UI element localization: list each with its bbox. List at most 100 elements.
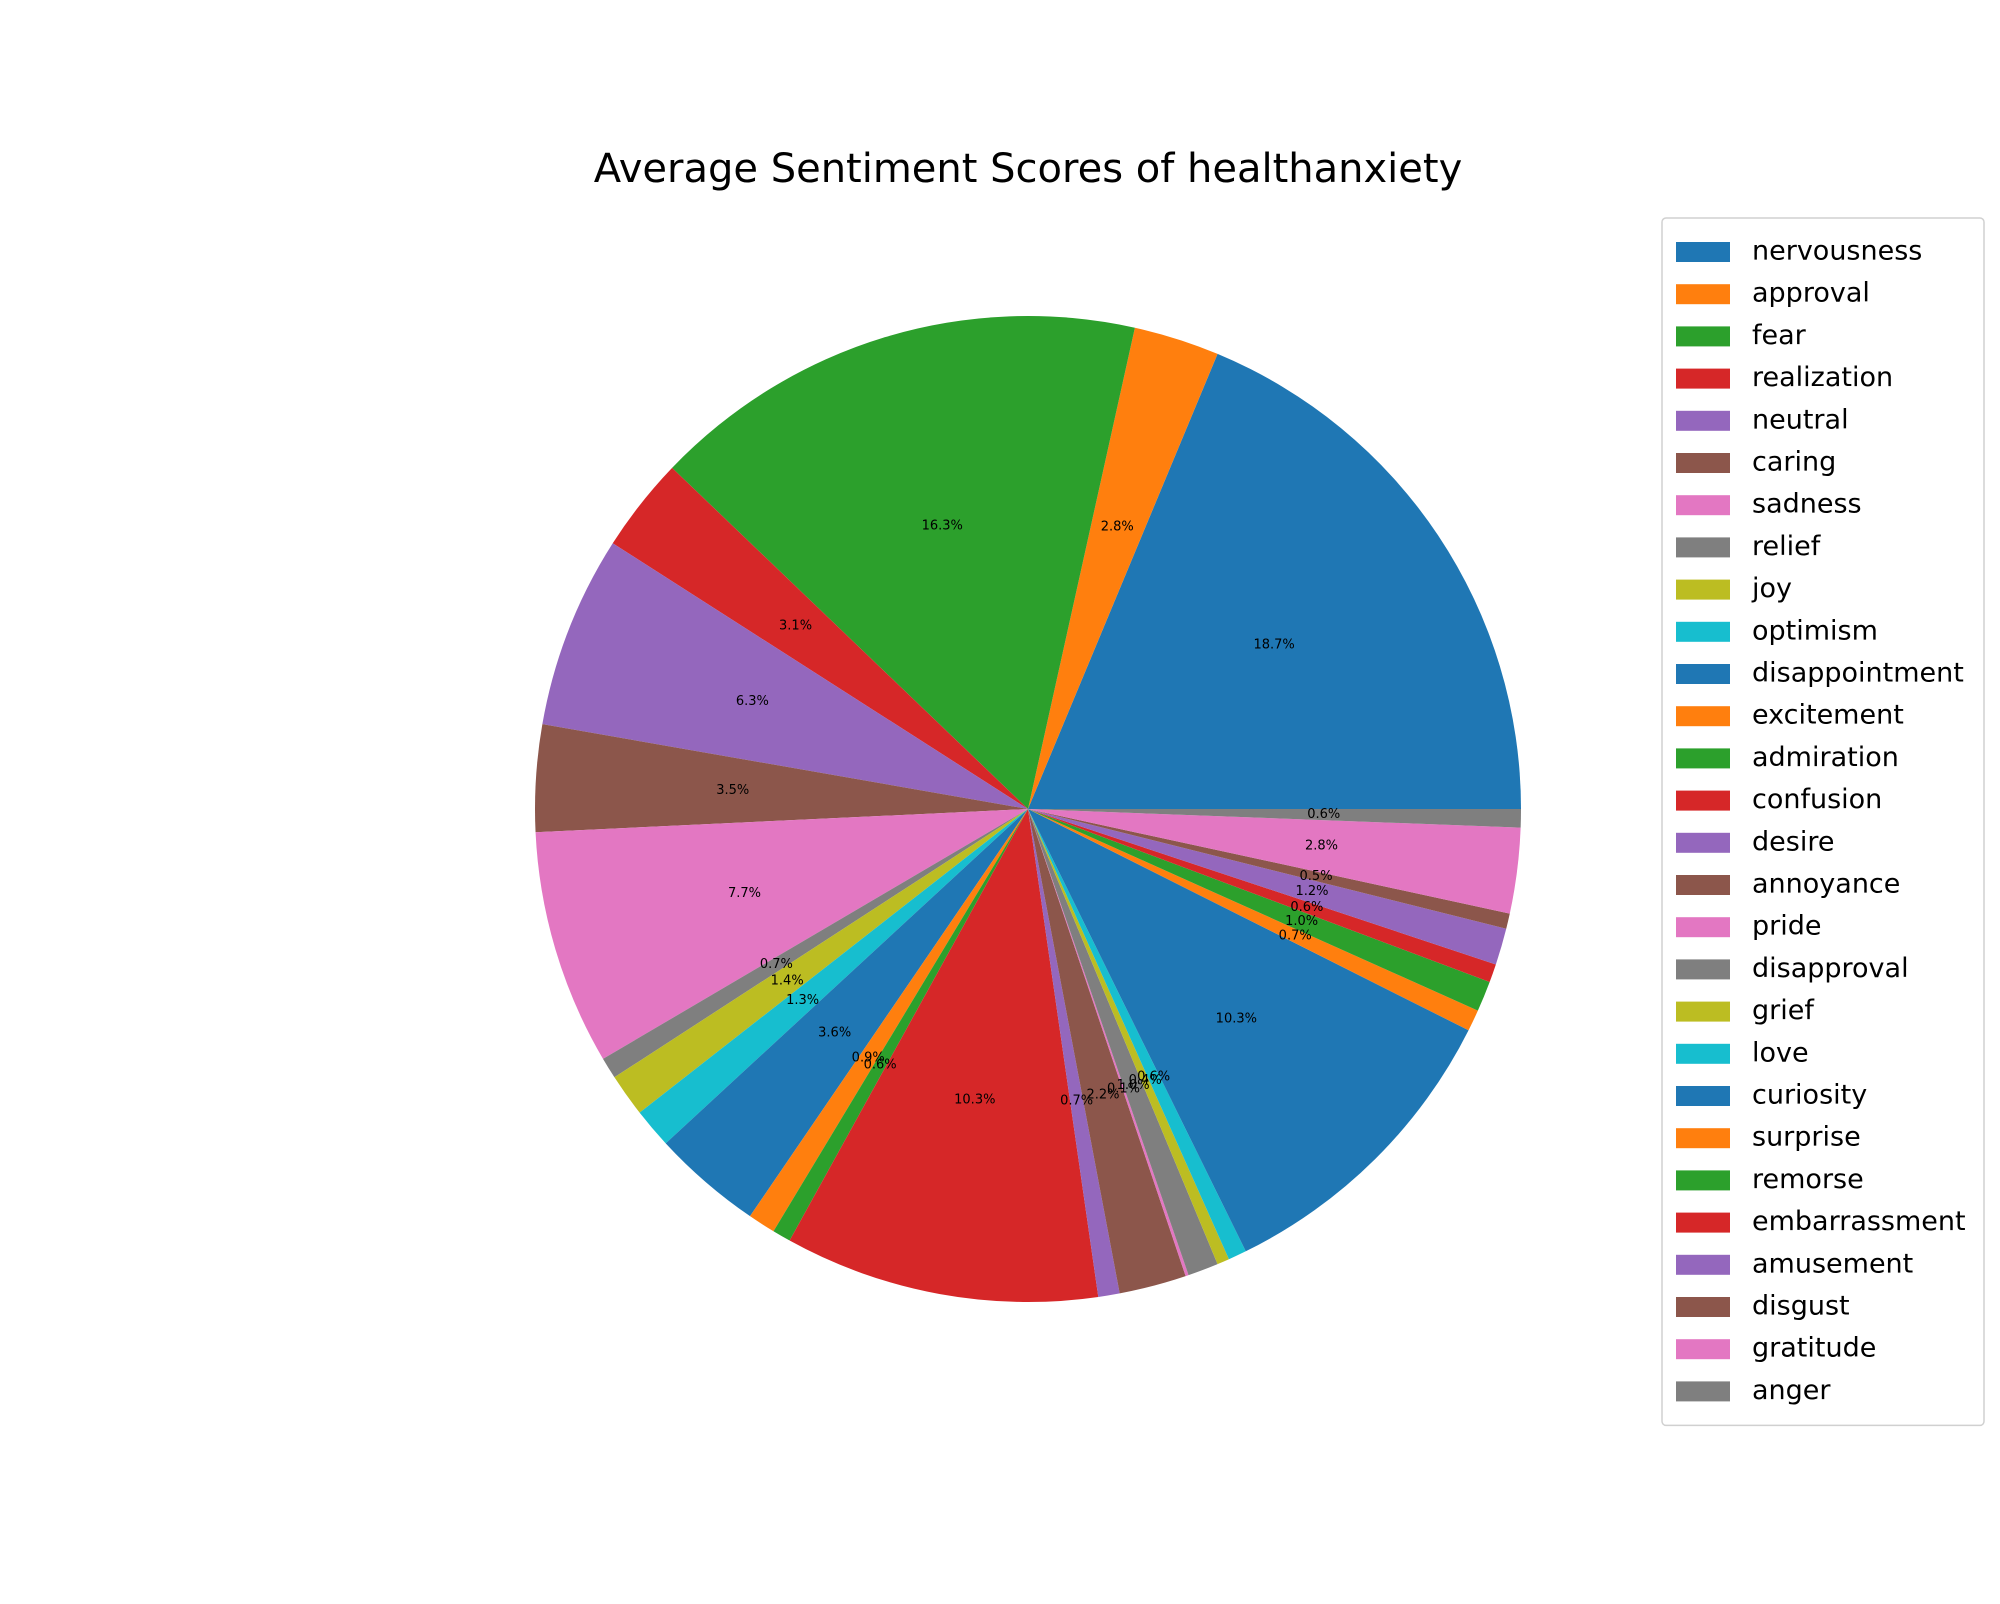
legend-swatch-grief: [1676, 1001, 1730, 1022]
pct-label-grief: 0.4%: [1129, 1073, 1162, 1088]
legend-label-caring: caring: [1752, 447, 1836, 478]
pie-slice-disapproval: [1028, 809, 1218, 1276]
pie-slice-amusement: [1028, 809, 1507, 965]
pct-label-relief: 0.7%: [760, 957, 793, 972]
legend-swatch-sadness: [1676, 495, 1730, 516]
pct-label-approval: 2.8%: [1101, 520, 1134, 535]
legend-swatch-nervousness: [1676, 242, 1730, 262]
legend-swatch-disapproval: [1676, 959, 1730, 980]
legend-swatch-caring: [1676, 453, 1730, 473]
pct-label-embarrassment: 0.6%: [1290, 900, 1323, 915]
legend-label-disappointment: disappointment: [1752, 658, 1964, 689]
pie-slice-disgust: [1028, 809, 1510, 929]
pie-slice-annoyance: [1028, 809, 1186, 1294]
pie-slice-disappointment: [665, 809, 1028, 1217]
pct-label-confusion: 10.3%: [954, 1092, 995, 1107]
legend-label-fear: fear: [1752, 320, 1807, 351]
pie-slices: [535, 316, 1521, 1302]
legend-swatch-remorse: [1676, 1170, 1730, 1191]
pie-slice-anger: [1028, 809, 1521, 828]
pie-slice-love: [1028, 809, 1246, 1260]
legend-swatch-surprise: [1676, 1128, 1730, 1149]
pie-slice-excitement: [750, 809, 1028, 1232]
legend-label-grief: grief: [1752, 995, 1815, 1026]
pct-label-sadness: 7.7%: [728, 886, 761, 901]
pct-label-surprise: 0.7%: [1279, 928, 1312, 943]
legend-label-joy: joy: [1751, 573, 1792, 604]
pct-label-fear: 16.3%: [922, 518, 963, 533]
legend-label-desire: desire: [1752, 826, 1834, 857]
legend-label-amusement: amusement: [1752, 1248, 1913, 1279]
pct-label-joy: 1.4%: [771, 973, 804, 988]
legend-swatch-confusion: [1676, 790, 1730, 811]
pie-slice-caring: [535, 724, 1028, 833]
pie-slice-surprise: [1028, 809, 1478, 1031]
pie-slice-fear: [672, 316, 1135, 809]
pie-slice-realization: [612, 467, 1028, 809]
legend-label-gratitude: gratitude: [1752, 1333, 1876, 1364]
legend-label-surprise: surprise: [1752, 1122, 1861, 1153]
pct-label-disgust: 0.5%: [1300, 869, 1333, 884]
chart-title: Average Sentiment Scores of healthanxiet…: [594, 146, 1463, 192]
pct-label-disapproval: 1.0%: [1117, 1078, 1150, 1093]
pct-label-caring: 3.5%: [716, 783, 749, 798]
legend-label-remorse: remorse: [1752, 1164, 1864, 1195]
legend-label-approval: approval: [1752, 278, 1870, 309]
legend-label-disgust: disgust: [1752, 1291, 1850, 1322]
legend-swatch-anger: [1676, 1381, 1730, 1402]
legend-label-pride: pride: [1752, 911, 1822, 942]
pct-label-admiration: 0.6%: [864, 1058, 897, 1073]
pie-slice-optimism: [639, 809, 1028, 1144]
pct-label-excitement: 0.9%: [852, 1050, 885, 1065]
pie-slice-confusion: [789, 809, 1099, 1302]
legend-swatch-gratitude: [1676, 1339, 1730, 1360]
legend-label-excitement: excitement: [1752, 700, 1904, 731]
pie-slice-nervousness: [1028, 353, 1521, 809]
pct-label-love: 0.6%: [1137, 1069, 1170, 1084]
legend-swatch-excitement: [1676, 706, 1730, 727]
legend-label-love: love: [1752, 1037, 1809, 1068]
pie-slice-joy: [614, 809, 1028, 1113]
pie-slice-pride: [1028, 809, 1189, 1277]
pie-pct-labels: 18.7%2.8%16.3%3.1%6.3%3.5%7.7%0.7%1.4%1.…: [716, 518, 1340, 1108]
pct-label-pride: 0.1%: [1107, 1081, 1140, 1096]
legend-swatch-disgust: [1676, 1297, 1730, 1317]
legend-swatch-annoyance: [1676, 875, 1730, 895]
legend-label-realization: realization: [1752, 362, 1893, 393]
legend-swatch-admiration: [1676, 748, 1730, 769]
legend-swatch-pride: [1676, 917, 1730, 938]
legend-swatch-embarrassment: [1676, 1212, 1730, 1233]
pie-slice-neutral: [542, 543, 1028, 809]
pct-label-nervousness: 18.7%: [1253, 637, 1294, 652]
pct-label-curiosity: 10.3%: [1216, 1011, 1257, 1026]
legend-swatch-joy: [1676, 579, 1730, 600]
legend-label-anger: anger: [1752, 1375, 1831, 1406]
pie-slice-curiosity: [1028, 809, 1469, 1252]
pie-slice-admiration: [773, 809, 1028, 1241]
pct-label-annoyance: 2.2%: [1086, 1088, 1119, 1103]
legend-swatch-approval: [1676, 284, 1730, 305]
legend-swatch-desire: [1676, 832, 1730, 853]
legend-label-admiration: admiration: [1752, 742, 1899, 773]
pct-label-desire: 0.7%: [1060, 1093, 1093, 1108]
legend-label-annoyance: annoyance: [1752, 869, 1900, 900]
legend-box: [1661, 217, 1985, 1427]
legend-swatch-disappointment: [1676, 664, 1730, 684]
legend-label-sadness: sadness: [1752, 489, 1862, 520]
legend-label-disapproval: disapproval: [1752, 953, 1909, 984]
pie-slice-desire: [1028, 809, 1120, 1297]
legend-swatch-curiosity: [1676, 1086, 1730, 1106]
pct-label-amusement: 1.2%: [1296, 884, 1329, 899]
legend-swatch-optimism: [1676, 621, 1730, 642]
legend-label-nervousness: nervousness: [1752, 236, 1922, 267]
legend-label-confusion: confusion: [1752, 784, 1882, 815]
legend-swatch-love: [1676, 1043, 1730, 1064]
pie-slice-grief: [1028, 809, 1229, 1265]
pie-slice-gratitude: [1028, 809, 1521, 914]
pct-label-anger: 0.6%: [1307, 807, 1340, 822]
pct-label-neutral: 6.3%: [736, 694, 769, 709]
pct-label-optimism: 1.3%: [786, 993, 819, 1008]
legend-label-relief: relief: [1752, 531, 1822, 562]
pct-label-remorse: 1.0%: [1285, 914, 1318, 929]
legend-swatch-realization: [1676, 368, 1730, 389]
